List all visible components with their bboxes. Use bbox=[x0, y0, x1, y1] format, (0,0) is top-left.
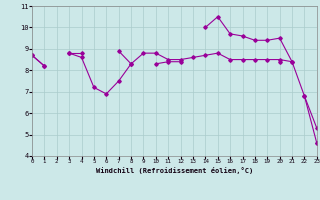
X-axis label: Windchill (Refroidissement éolien,°C): Windchill (Refroidissement éolien,°C) bbox=[96, 167, 253, 174]
